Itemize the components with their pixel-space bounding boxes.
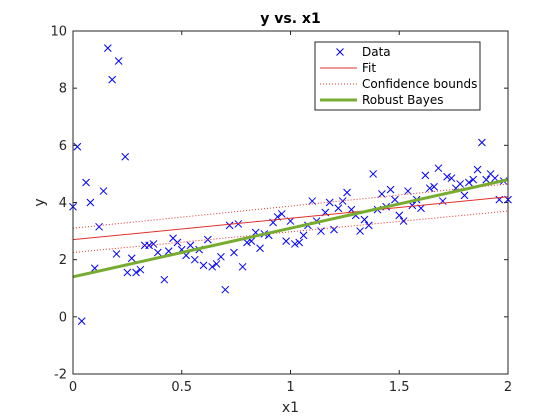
data-point (478, 138, 486, 147)
data-point (153, 248, 162, 257)
data-point (308, 197, 317, 205)
data-point (149, 240, 158, 248)
legend-label: Data (362, 45, 391, 59)
data-point (121, 152, 130, 161)
data-point (73, 142, 82, 151)
data-point (190, 255, 199, 264)
legend-entry: Fit (320, 61, 376, 75)
data-point (360, 215, 369, 224)
data-point (132, 268, 140, 277)
data-point (108, 75, 117, 84)
data-point (356, 227, 364, 235)
data-point (112, 250, 121, 258)
x-tick-label: 1.5 (389, 380, 410, 395)
data-point (199, 261, 208, 270)
legend-label: Confidence bounds (362, 77, 477, 91)
data-point (290, 240, 299, 248)
data-point (173, 238, 182, 247)
data-point (295, 238, 304, 247)
data-point (127, 254, 136, 263)
data-point (186, 241, 195, 250)
data-point (334, 204, 343, 213)
data-point (343, 188, 351, 197)
data-layer (69, 44, 512, 325)
legend-entry: Robust Bayes (320, 93, 443, 107)
data-point (482, 175, 491, 184)
y-tick-label: 8 (59, 82, 67, 97)
legend-entry: Data (336, 45, 391, 59)
x-tick-label: 2 (504, 380, 512, 395)
data-point (299, 231, 308, 240)
legend-label: Robust Bayes (362, 93, 443, 107)
data-point (391, 195, 399, 204)
confidence-bound-line (72, 210, 509, 254)
robust-bayes-line (72, 178, 509, 279)
legend-entry: Confidence bounds (320, 77, 477, 91)
data-point (443, 172, 451, 181)
data-point (225, 221, 234, 230)
data-point (395, 211, 404, 220)
data-point (421, 171, 430, 180)
data-point (338, 197, 347, 205)
data-point (364, 221, 373, 230)
data-point (430, 182, 438, 191)
legend-marker (336, 48, 344, 56)
data-point (114, 57, 123, 65)
x-tick-label: 1 (286, 380, 294, 395)
data-point (464, 178, 473, 187)
data-point (277, 210, 286, 218)
legend: Data Fit Confidence bounds Robust Bayes (314, 41, 481, 111)
y-tick-label: -2 (54, 368, 67, 383)
data-point (473, 165, 482, 174)
data-point (399, 217, 408, 225)
x-tick-label: 0 (69, 380, 77, 395)
data-point (325, 198, 334, 207)
data-point (230, 248, 238, 257)
data-point (103, 44, 112, 53)
x-tick-label: 0.5 (171, 380, 192, 395)
y-tick-label: 0 (59, 310, 67, 325)
data-point (234, 220, 243, 228)
data-point (256, 244, 264, 253)
data-point (95, 222, 103, 231)
data-point (434, 164, 443, 173)
x-axis-label: x1 (282, 400, 299, 416)
data-point (82, 178, 90, 187)
y-axis-label: y (32, 198, 48, 206)
data-point (77, 317, 86, 325)
data-point (447, 174, 456, 183)
data-point (456, 180, 465, 188)
data-point (212, 260, 221, 268)
legend-label: Fit (362, 61, 376, 75)
data-point (369, 170, 378, 178)
data-point (425, 184, 434, 193)
data-point (460, 191, 469, 200)
fit-line (72, 196, 509, 241)
data-point (145, 241, 153, 250)
confidence-bound-line (72, 183, 509, 229)
chart-title: y vs. x1 (260, 11, 320, 27)
data-point (238, 262, 247, 271)
data-point (160, 275, 169, 284)
data-point (221, 285, 230, 294)
data-point (282, 237, 291, 245)
y-tick-label: 6 (59, 139, 67, 154)
data-point (386, 185, 395, 194)
data-point (208, 262, 217, 271)
data-point (136, 265, 145, 274)
data-point (243, 238, 251, 247)
data-point (217, 252, 225, 261)
y-tick-label: 4 (59, 196, 67, 211)
y-tick-label: 10 (50, 25, 67, 40)
data-point (86, 198, 95, 207)
data-point (469, 175, 478, 184)
y-tick-label: 2 (59, 253, 67, 268)
data-point (123, 268, 132, 277)
data-point (99, 187, 108, 195)
